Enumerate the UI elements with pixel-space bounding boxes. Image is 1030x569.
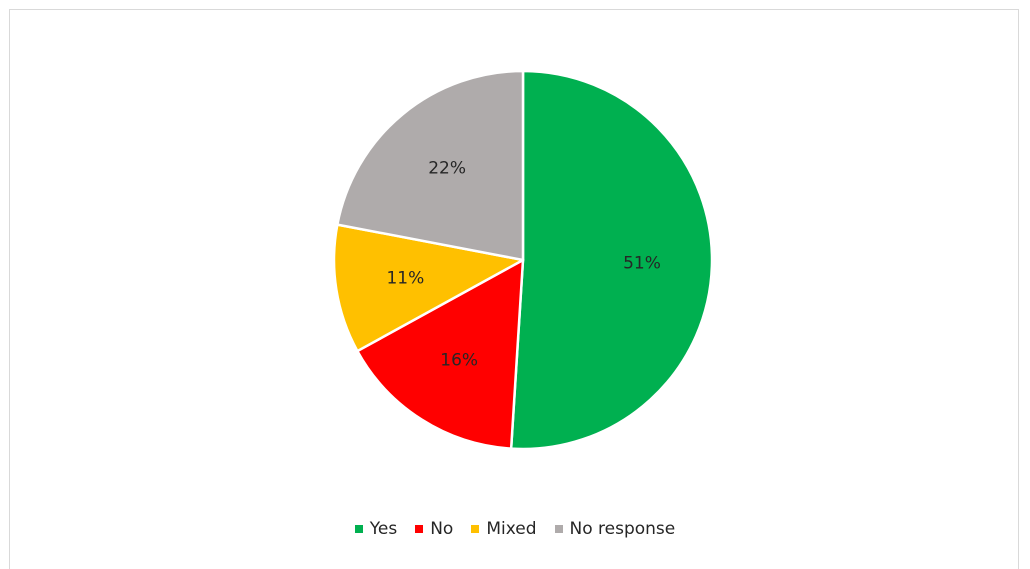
legend-swatch-no-response bbox=[554, 525, 563, 533]
legend-item-mixed: Mixed bbox=[471, 519, 537, 539]
legend-item-no: No bbox=[415, 519, 453, 539]
legend-label-no-response: No response bbox=[569, 519, 676, 539]
pie-slice-yes bbox=[509, 69, 714, 451]
chart-legend: Yes No Mixed No response bbox=[0, 519, 1030, 539]
legend-swatch-mixed bbox=[471, 525, 480, 533]
legend-label-yes: Yes bbox=[369, 519, 398, 539]
slice-label-no-response: 22% bbox=[428, 158, 466, 178]
slice-label-yes: 51% bbox=[623, 254, 661, 274]
legend-item-no-response: No response bbox=[554, 519, 676, 539]
legend-label-mixed: Mixed bbox=[486, 519, 537, 539]
pie-slice-no-response bbox=[336, 69, 525, 262]
slice-label-no: 16% bbox=[440, 351, 478, 371]
legend-swatch-no bbox=[415, 525, 424, 533]
pie-slice-no bbox=[356, 258, 525, 450]
legend-label-no: No bbox=[430, 519, 454, 539]
slice-label-mixed: 11% bbox=[386, 269, 424, 289]
pie-slice-mixed bbox=[332, 223, 525, 353]
legend-item-yes: Yes bbox=[354, 519, 398, 539]
legend-swatch-yes bbox=[354, 525, 363, 533]
